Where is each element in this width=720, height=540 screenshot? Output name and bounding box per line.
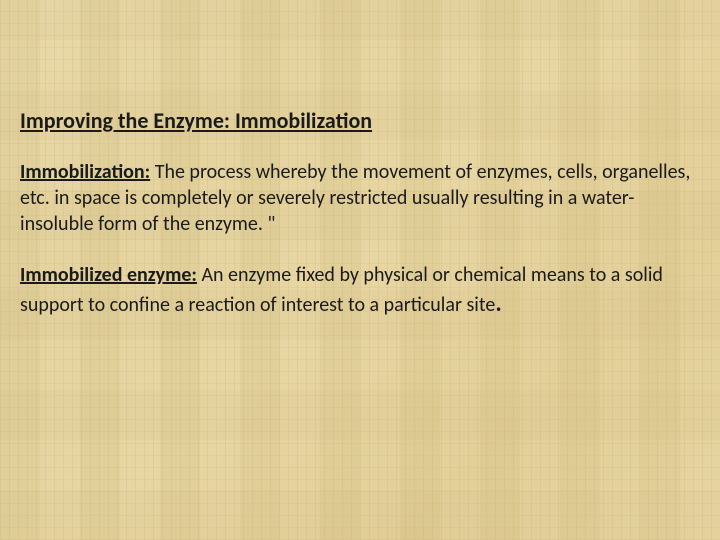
term-immobilized-enzyme: Immobilized enzyme:	[20, 263, 197, 287]
trailing-period: .	[495, 289, 501, 318]
slide-title: Improving the Enzyme: Immobilization	[20, 108, 700, 134]
paragraph-immobilization: Immobilization: The process whereby the …	[20, 160, 700, 237]
paragraph-immobilized-enzyme: Immobilized enzyme: An enzyme fixed by p…	[20, 263, 700, 319]
term-immobilization: Immobilization:	[20, 160, 150, 184]
slide-canvas: Improving the Enzyme: Immobilization Imm…	[0, 0, 720, 540]
